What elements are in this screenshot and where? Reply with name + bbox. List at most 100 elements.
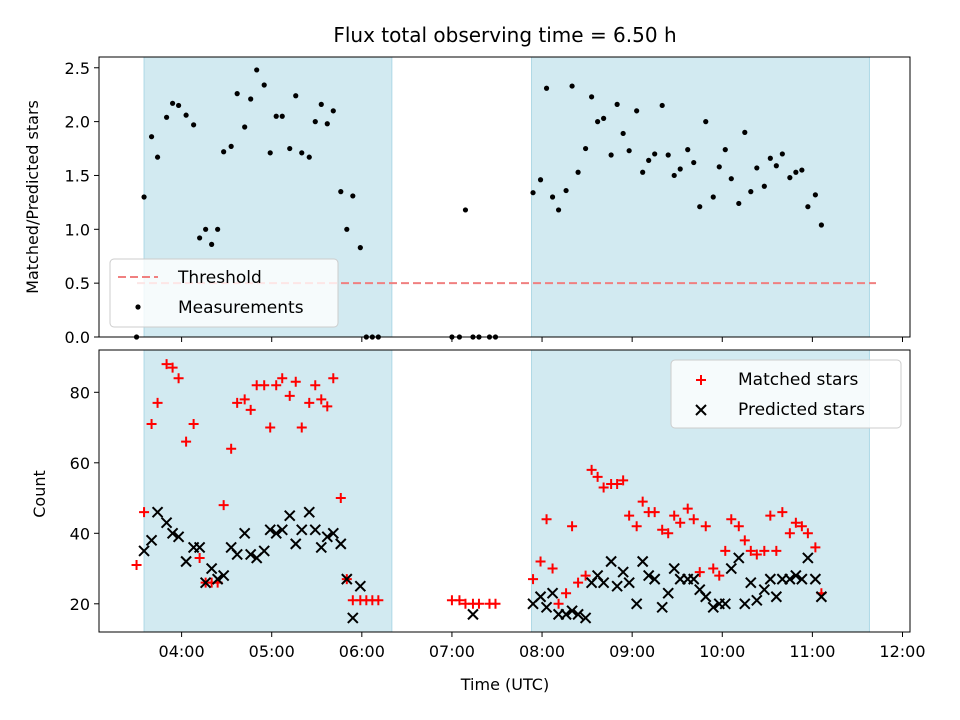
matched-stars-point [637, 496, 648, 507]
predicted-stars-point [688, 573, 700, 585]
y-tick-label: 0.0 [65, 328, 90, 347]
predicted-stars-point [160, 517, 173, 529]
predicted-stars-point [290, 538, 302, 550]
predicted-stars-point [327, 527, 339, 540]
predicted-stars-point [467, 608, 479, 621]
predicted-stars-point [707, 601, 719, 614]
matched-stars-point [573, 577, 584, 588]
legend-measurements-swatch [135, 304, 141, 310]
matched-stars-point [473, 598, 484, 609]
legend-measurements-label: Measurements [178, 298, 304, 318]
measurement-point [191, 122, 197, 128]
legend-box [109, 258, 339, 328]
measurement-point [805, 204, 811, 210]
measurement-point [703, 119, 709, 125]
bottom-panel: 20 40 60 80 04:00 05:00 06:00 07:00 08:00 09:00 10… [70, 349, 926, 661]
matched-stars-point [535, 556, 546, 567]
predicted-stars-point [296, 524, 308, 536]
predicted-stars-point [617, 566, 629, 578]
measurement-point [324, 121, 330, 127]
matched-stars-point [714, 570, 725, 581]
measurement-point [710, 194, 716, 200]
measurement-point [228, 143, 234, 149]
matched-stars-point [335, 493, 346, 504]
measurement-point [652, 151, 658, 157]
predicted-stars-point [276, 524, 288, 536]
predicted-stars-point [809, 573, 822, 585]
measurement-point [462, 207, 469, 213]
matched-stars-point [490, 598, 501, 609]
observing-interval-band [143, 349, 393, 633]
predicted-stars-point [284, 509, 296, 522]
matched-stars-point [316, 394, 327, 405]
matched-stars-point [139, 507, 150, 518]
measurement-point [267, 150, 273, 156]
matched-stars-point [304, 397, 315, 408]
measurement-point [722, 147, 728, 153]
matched-stars-point [675, 517, 686, 528]
measurement-point [299, 150, 305, 156]
top-y-axis-label: Matched/Predicted stars [23, 100, 42, 294]
measurement-point [589, 94, 595, 100]
matched-stars-point [188, 419, 199, 430]
matched-stars-point [771, 545, 782, 556]
matched-stars-point [541, 514, 552, 525]
predicted-stars-point [796, 573, 808, 585]
measurement-point [626, 148, 632, 154]
measurement-point [248, 96, 254, 102]
measurement-point [634, 108, 640, 114]
matched-stars-point [657, 524, 668, 535]
y-tick-label: 80 [70, 383, 90, 402]
matched-stars-point [181, 436, 192, 447]
measurement-point [344, 226, 350, 232]
predicted-stars-point [341, 573, 353, 585]
matched-stars-point [682, 503, 693, 514]
matched-stars-point [631, 521, 642, 532]
matched-stars-point [226, 443, 237, 454]
predicted-stars-point [193, 541, 206, 554]
predicted-stars-point [636, 555, 649, 568]
y-tick-label: 1.5 [65, 166, 90, 185]
measurement-point [779, 151, 785, 157]
predicted-stars-point [751, 594, 763, 606]
x-tick-label: 08:00 [519, 642, 565, 661]
measurement-point [537, 177, 544, 183]
x-tick-label: 06:00 [339, 642, 385, 661]
measurement-point [773, 163, 779, 169]
matched-stars-point [669, 510, 680, 521]
matched-stars-point [784, 528, 795, 539]
matched-stars-point [218, 500, 229, 511]
x-tick-label: 09:00 [609, 642, 655, 661]
measurement-point [154, 154, 161, 160]
matched-stars-point [598, 482, 609, 493]
predicted-stars-point [566, 605, 578, 617]
measurement-point [728, 176, 734, 182]
predicted-stars-point [815, 591, 828, 603]
measurement-point [543, 85, 550, 91]
y-tick-label: 20 [70, 595, 90, 614]
axes-frame [98, 56, 911, 338]
measurement-point [318, 101, 324, 107]
predicted-stars-point [238, 527, 251, 540]
measurement-point [620, 130, 626, 137]
matched-stars-point [624, 510, 635, 521]
matched-stars-point [152, 397, 163, 408]
matched-stars-point [720, 545, 731, 556]
predicted-stars-point [180, 555, 192, 568]
measurement-point [254, 67, 260, 73]
predicted-stars-point [199, 576, 212, 589]
measurement-point [793, 169, 799, 175]
measurement-point [787, 175, 793, 181]
measurement-point [659, 102, 665, 109]
measurement-point [234, 91, 240, 97]
predicted-stars-point [725, 562, 737, 575]
x-axis-label: Time (UTC) [460, 675, 549, 694]
measurement-point [601, 115, 607, 121]
measurement-point [736, 200, 742, 207]
matched-stars-point [726, 514, 737, 525]
matched-stars-point [173, 373, 184, 384]
matched-stars-point [547, 563, 558, 574]
predicted-stars-point [244, 548, 257, 561]
legend-threshold-label: Threshold [177, 268, 262, 288]
matched-stars-point [592, 471, 603, 482]
